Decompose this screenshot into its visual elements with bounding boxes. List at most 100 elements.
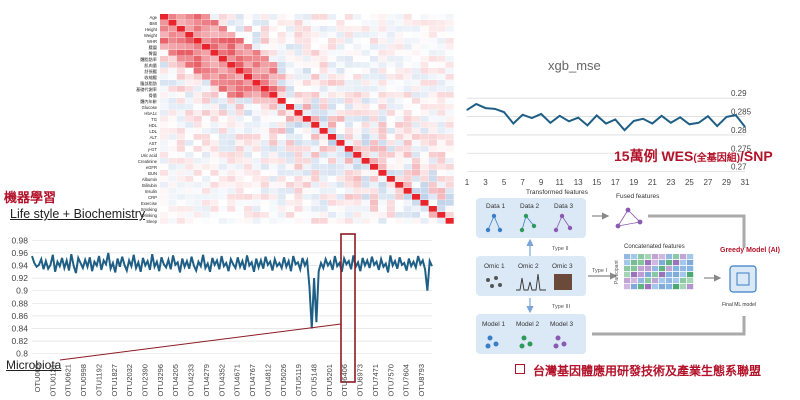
heatmap-cell [193, 170, 202, 176]
heatmap-cell [378, 158, 387, 164]
xgb-chart-title: xgb_mse [548, 58, 601, 73]
heatmap-cell [361, 50, 370, 56]
heatmap-cell [286, 140, 295, 146]
heatmap-cell [319, 206, 328, 212]
heatmap-cell [336, 26, 345, 32]
heatmap-cell [227, 20, 236, 26]
heatmap-cell [235, 92, 244, 98]
heatmap-cell [244, 14, 253, 20]
heatmap-cell [277, 26, 286, 32]
heatmap-row-label: Height [145, 27, 158, 32]
xgb-series-line [466, 102, 746, 132]
heatmap-cell [294, 98, 303, 104]
heatmap-cell [353, 20, 362, 26]
heatmap-cell [252, 206, 261, 212]
heatmap-cell [370, 80, 379, 86]
heatmap-cell [403, 14, 412, 20]
heatmap-cell [260, 194, 269, 200]
heatmap-cell [328, 200, 337, 206]
heatmap-cell [386, 104, 395, 110]
heatmap-cell [311, 110, 320, 116]
heatmap-cell [235, 134, 244, 140]
heatmap-cell [370, 140, 379, 146]
heatmap-cell [218, 200, 227, 206]
matrix-cell [645, 266, 652, 272]
heatmap-cell [193, 200, 202, 206]
heatmap-cell [445, 56, 454, 62]
data-1-label: Data 1 [486, 203, 506, 210]
heatmap-cell [344, 38, 353, 44]
heatmap-cell [244, 206, 253, 212]
heatmap-cell [160, 152, 169, 158]
heatmap-cell [437, 116, 446, 122]
heatmap-cell [260, 86, 269, 92]
heatmap-cell [277, 92, 286, 98]
heatmap-cell [437, 152, 446, 158]
heatmap-cell [336, 110, 345, 116]
heatmap-cell [269, 50, 278, 56]
heatmap-cell [378, 56, 387, 62]
y-tick-label: 0.86 [11, 311, 28, 321]
heatmap-cell [176, 68, 185, 74]
heatmap-cell [378, 188, 387, 194]
heatmap-cell [168, 56, 177, 62]
heatmap-cell [319, 56, 328, 62]
heatmap-cell [244, 152, 253, 158]
heatmap-cell [176, 104, 185, 110]
heatmap-cell [218, 170, 227, 176]
heatmap-cell [370, 218, 379, 224]
heatmap-cell [193, 74, 202, 80]
heatmap-cell [386, 62, 395, 68]
heatmap-cell [176, 14, 185, 20]
matrix-cell [687, 260, 694, 266]
heatmap-cell [294, 26, 303, 32]
heatmap-cell [202, 92, 211, 98]
correlation-heatmap: AgeBMIHeightWeightWHR腰圍臀圍體脂肪率肌肉量舒張壓收縮壓腹部… [136, 14, 454, 224]
heatmap-cell [210, 98, 219, 104]
heatmap-cell [344, 74, 353, 80]
heatmap-cell [344, 86, 353, 92]
heatmap-cell [244, 164, 253, 170]
heatmap-cell [420, 158, 429, 164]
heatmap-row-label: ALT [150, 135, 158, 140]
heatmap-cell [319, 188, 328, 194]
heatmap-cell [252, 68, 261, 74]
heatmap-cell [176, 152, 185, 158]
heatmap-cell [277, 98, 286, 104]
matrix-cell [659, 254, 666, 260]
heatmap-cell [235, 104, 244, 110]
heatmap-cell [353, 140, 362, 146]
heatmap-cell [370, 206, 379, 212]
x-tick-label: OTU4279 [202, 364, 211, 397]
heatmap-cell [420, 188, 429, 194]
heatmap-cell [353, 218, 362, 224]
heatmap-cell [210, 80, 219, 86]
heatmap-cell [227, 104, 236, 110]
heatmap-cell [227, 206, 236, 212]
heatmap-cell [428, 158, 437, 164]
heatmap-cell [344, 200, 353, 206]
y-tick-label: 0.88 [11, 298, 28, 308]
heatmap-cell [378, 128, 387, 134]
heatmap-cell [244, 74, 253, 80]
heatmap-cell [319, 134, 328, 140]
heatmap-cell [260, 200, 269, 206]
heatmap-cell [328, 194, 337, 200]
heatmap-cell [311, 134, 320, 140]
heatmap-cell [302, 38, 311, 44]
heatmap-cell [319, 128, 328, 134]
heatmap-cell [378, 86, 387, 92]
heatmap-cell [244, 26, 253, 32]
heatmap-cell [218, 128, 227, 134]
heatmap-cell [395, 176, 404, 182]
heatmap-cell [361, 20, 370, 26]
heatmap-cell [302, 68, 311, 74]
heatmap-cell [286, 200, 295, 206]
heatmap-cell [218, 68, 227, 74]
heatmap-cell [260, 110, 269, 116]
heatmap-cell [395, 164, 404, 170]
heatmap-cell [252, 194, 261, 200]
heatmap-cell [361, 176, 370, 182]
heatmap-cell [370, 104, 379, 110]
